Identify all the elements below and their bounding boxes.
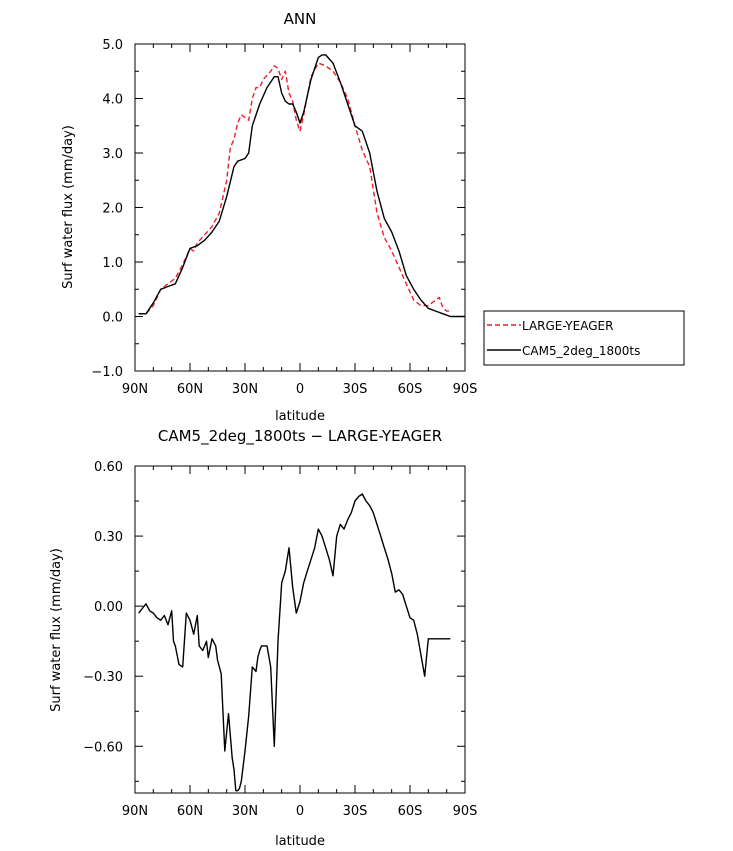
top-x-tick-label: 30S xyxy=(343,382,368,397)
top-x-tick-label: 90N xyxy=(122,382,148,397)
top-panel: ANN Surf water flux (mm/day) latitude 90… xyxy=(61,10,685,424)
top-y-axis-label: Surf water flux (mm/day) xyxy=(61,125,76,289)
top-chart-title: ANN xyxy=(284,10,317,28)
top-y-tick-label: 2.0 xyxy=(102,202,123,217)
legend: LARGE-YEAGER CAM5_2deg_1800ts xyxy=(483,310,685,366)
bottom-chart-title: CAM5_2deg_1800ts − LARGE-YEAGER xyxy=(158,427,442,446)
top-series-line-1 xyxy=(138,54,465,318)
top-x-tick-label: 60S xyxy=(398,382,423,397)
bottom-y-axis-label: Surf water flux (mm/day) xyxy=(49,548,64,712)
bottom-series-line-0 xyxy=(138,493,451,792)
top-axes xyxy=(134,43,466,372)
top-y-tick-label: 1.0 xyxy=(102,256,123,271)
top-y-tick-label: 4.0 xyxy=(102,93,123,108)
bottom-x-tick-label: 0 xyxy=(296,804,304,819)
bottom-y-tick-label: 0.30 xyxy=(94,530,123,545)
top-plot-frame xyxy=(134,43,466,372)
bottom-y-tick-label: 0.00 xyxy=(94,600,123,615)
top-series-lines xyxy=(138,54,465,318)
top-y-tick-label: 3.0 xyxy=(102,147,123,162)
bottom-y-tick-label: 0.60 xyxy=(94,460,123,475)
bottom-x-tick-label: 60S xyxy=(398,804,423,819)
bottom-x-tick-label: 90N xyxy=(122,804,148,819)
bottom-y-tick-label: −0.60 xyxy=(83,740,123,755)
top-y-tick-label: 5.0 xyxy=(102,38,123,53)
bottom-x-tick-label: 90S xyxy=(453,804,478,819)
bottom-plot-frame xyxy=(134,465,466,794)
top-y-tick-label: 0.0 xyxy=(102,311,123,326)
top-y-tick-label: −1.0 xyxy=(91,365,123,380)
bottom-tick-labels: 90N 60N 30N 0 30S 60S 90S −0.60 −0.30 0.00 0.30 0.6… xyxy=(83,460,477,819)
bottom-y-tick-label: −0.30 xyxy=(83,670,123,685)
bottom-x-axis-label: latitude xyxy=(275,834,325,849)
legend-label-cam5: CAM5_2deg_1800ts xyxy=(522,344,640,358)
legend-box xyxy=(483,310,685,366)
bottom-x-tick-label: 30S xyxy=(343,804,368,819)
top-x-tick-label: 0 xyxy=(296,382,304,397)
bottom-x-tick-label: 60N xyxy=(177,804,203,819)
top-tick-labels: 90N 60N 30N 0 30S 60S 90S −1.0 0.0 1.0 2.0 3.0 4.0 5.… xyxy=(91,38,477,397)
top-series-line-0 xyxy=(138,62,451,315)
top-x-tick-label: 90S xyxy=(453,382,478,397)
bottom-panel: CAM5_2deg_1800ts − LARGE-YEAGER Surf wat… xyxy=(49,427,477,849)
bottom-x-tick-label: 30N xyxy=(232,804,258,819)
legend-label-large-yeager: LARGE-YEAGER xyxy=(522,319,613,333)
bottom-series-lines xyxy=(138,493,451,792)
top-x-tick-label: 30N xyxy=(232,382,258,397)
top-x-tick-label: 60N xyxy=(177,382,203,397)
top-x-axis-label: latitude xyxy=(275,409,325,424)
